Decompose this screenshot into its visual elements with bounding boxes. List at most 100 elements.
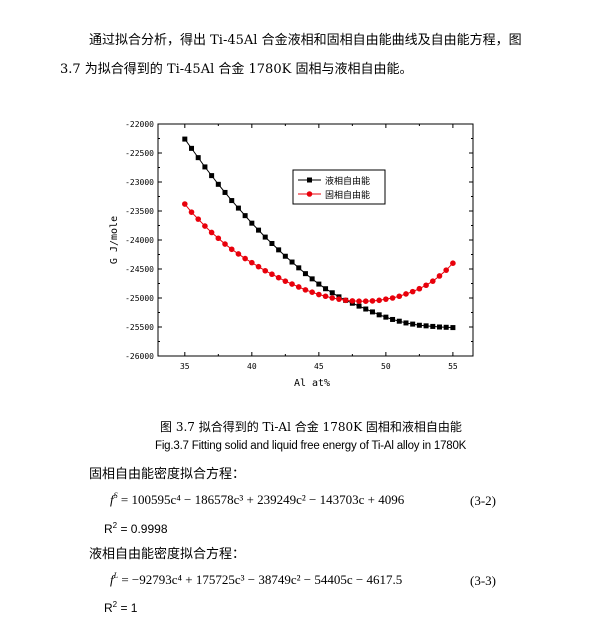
solid-series — [182, 201, 456, 304]
solid-point — [215, 235, 222, 242]
solid-point — [356, 298, 362, 304]
solid-point — [202, 223, 208, 229]
liquid-point — [242, 213, 248, 219]
solid-point — [208, 229, 215, 236]
solid-point — [450, 260, 456, 266]
solid-point — [289, 281, 295, 287]
liquid-point — [410, 321, 416, 327]
liquid-point — [363, 306, 369, 312]
liquid-point — [329, 290, 335, 296]
solid-point — [309, 289, 315, 295]
y-tick-label-4: -24000 — [125, 236, 154, 245]
solid-r2-value: = 0.9998 — [117, 522, 168, 536]
solid-point — [322, 293, 329, 300]
liquid-point — [229, 198, 235, 204]
liquid-point — [282, 253, 288, 259]
liquid-r2-value: = 1 — [117, 601, 138, 615]
y-tick-label-0: -22000 — [125, 120, 154, 129]
liquid-point — [436, 324, 442, 330]
legend-label-0: 液相自由能 — [325, 175, 370, 187]
y-tick-label-7: -25500 — [125, 323, 154, 332]
y-tick-label-6: -25000 — [125, 294, 154, 303]
solid-point — [195, 216, 202, 222]
solid-point — [342, 297, 349, 304]
solid-point — [228, 246, 235, 253]
solid-point — [396, 293, 403, 300]
solid-point — [443, 267, 449, 273]
solid-point — [376, 297, 382, 304]
legend-label-1: 固相自由能 — [325, 189, 370, 201]
legend-marker-1 — [306, 191, 313, 197]
liquid-point — [189, 145, 195, 151]
legend-box — [292, 169, 386, 205]
liquid-point — [356, 303, 362, 309]
liquid-point — [235, 205, 241, 211]
solid-point — [235, 251, 242, 257]
liquid-r2-exponent: 2 — [112, 600, 118, 609]
solid-point — [269, 271, 275, 278]
solid-point — [295, 284, 302, 290]
solid-point — [242, 255, 248, 262]
plot-frame — [157, 123, 474, 357]
liquid-point — [309, 276, 315, 282]
liquid-equation: fL = −92793c⁴ + 175725c³ − 38749c² − 544… — [110, 571, 402, 588]
solid-equation-rhs: = 100595c⁴ − 186578c³ + 239249c² − 14370… — [117, 492, 405, 507]
solid-point — [249, 259, 255, 266]
liquid-equation-rhs: = −92793c⁴ + 175725c³ − 38749c² − 54405c… — [118, 572, 403, 587]
solid-point — [262, 267, 269, 274]
liquid-point — [403, 320, 409, 326]
liquid-equation-label: 液相自由能密度拟合方程： — [89, 547, 246, 562]
solid-f-symbol: f — [110, 492, 114, 507]
liquid-point — [396, 318, 402, 324]
y-tick-label-5: -24500 — [125, 265, 154, 274]
x-tick-label-0: 35 — [180, 362, 190, 371]
x-axis-label: Al at% — [294, 378, 330, 389]
y-tick-label-2: -23000 — [125, 178, 154, 187]
liquid-point — [249, 220, 255, 226]
figure-caption-en: Fig.3.7 Fitting solid and liquid free en… — [155, 440, 467, 452]
solid-point — [369, 298, 376, 304]
liquid-f-symbol: f — [110, 572, 114, 587]
solid-r2-exponent: 2 — [112, 521, 118, 530]
liquid-point — [369, 309, 375, 315]
solid-point — [316, 291, 322, 298]
liquid-point — [296, 265, 302, 271]
x-tick-label-4: 55 — [448, 362, 458, 371]
liquid-point — [289, 259, 295, 265]
liquid-point — [423, 323, 429, 329]
liquid-point — [323, 286, 329, 292]
solid-point — [416, 285, 423, 292]
liquid-point — [209, 173, 215, 179]
liquid-equation-number: (3-3) — [470, 573, 496, 588]
solid-point — [188, 209, 195, 215]
chart-ticks: -22000 -22500 -23000 -23500 -24000 -24500 -250… — [125, 120, 473, 371]
liquid-point — [182, 136, 188, 142]
y-axis-label: G J/mole — [109, 216, 120, 264]
solid-point — [282, 278, 289, 284]
liquid-point — [262, 234, 268, 240]
paragraph-line-1: 通过拟合分析，得出 Ti-45Al 合金液相和固相自由能曲线及自由能方程，图 — [89, 33, 522, 48]
liquid-point — [430, 323, 436, 329]
liquid-r-squared: R2 = 1 — [104, 600, 137, 615]
x-tick-label-2: 45 — [314, 362, 324, 371]
liquid-point — [202, 164, 208, 170]
solid-point — [336, 296, 342, 302]
liquid-point — [390, 316, 396, 322]
solid-point — [275, 274, 282, 281]
liquid-point — [256, 227, 262, 233]
solid-point — [362, 298, 369, 304]
solid-point — [409, 288, 416, 295]
liquid-f-superscript: L — [113, 571, 119, 580]
solid-point — [182, 201, 188, 207]
liquid-point — [450, 325, 456, 331]
liquid-point — [443, 324, 449, 330]
y-tick-label-3: -23500 — [125, 207, 154, 216]
legend-marker-0 — [307, 177, 312, 183]
solid-point — [403, 291, 409, 297]
paragraph-line-2: 3.7 为拟合得到的 Ti-45Al 合金 1780K 固相与液相自由能。 — [60, 62, 413, 77]
liquid-point — [195, 155, 201, 161]
liquid-point — [416, 322, 422, 328]
solid-point — [436, 273, 443, 279]
liquid-point — [383, 314, 389, 320]
